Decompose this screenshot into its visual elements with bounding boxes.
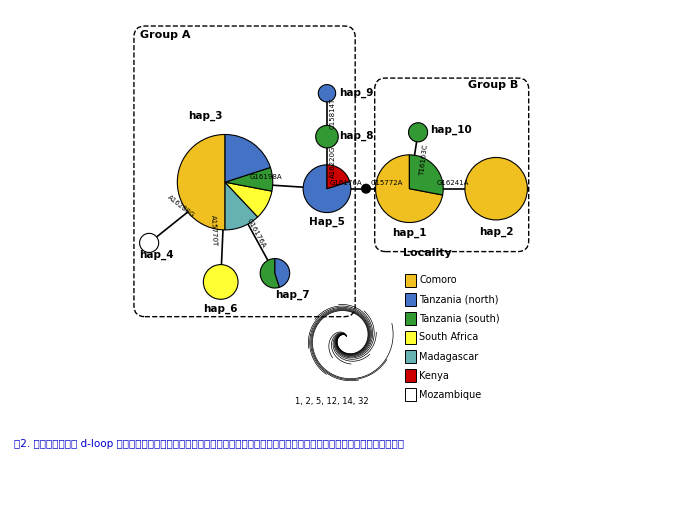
Wedge shape — [303, 165, 351, 213]
Text: T16163C: T16163C — [419, 144, 428, 176]
Bar — [405, 331, 416, 344]
Wedge shape — [318, 85, 335, 102]
Text: Mozambique: Mozambique — [419, 390, 482, 400]
Text: A15770T: A15770T — [210, 215, 218, 247]
Wedge shape — [225, 134, 270, 182]
Text: G16176A: G16176A — [329, 180, 362, 186]
Wedge shape — [139, 233, 159, 252]
Bar — [405, 369, 416, 382]
Text: hap_9: hap_9 — [339, 88, 373, 98]
Wedge shape — [225, 182, 258, 230]
Wedge shape — [260, 259, 279, 288]
Text: C15814T: C15814T — [330, 98, 335, 129]
Text: Tanzania (north): Tanzania (north) — [419, 294, 499, 304]
Wedge shape — [376, 155, 443, 223]
Text: hap_6: hap_6 — [204, 304, 238, 314]
Text: hap_3: hap_3 — [188, 111, 222, 122]
Text: hap_8: hap_8 — [339, 131, 374, 141]
Bar — [405, 388, 416, 402]
Text: 1, 2, 5, 12, 14, 32: 1, 2, 5, 12, 14, 32 — [295, 397, 368, 406]
Wedge shape — [203, 264, 238, 299]
Text: A16288G: A16288G — [166, 194, 195, 218]
Text: hap_1: hap_1 — [392, 227, 427, 238]
Text: hap_4: hap_4 — [139, 249, 174, 260]
Wedge shape — [327, 165, 350, 189]
Text: Hap_5: Hap_5 — [309, 217, 345, 227]
Wedge shape — [465, 158, 527, 220]
Text: A16220G: A16220G — [330, 145, 335, 178]
Text: G16176A: G16176A — [246, 217, 267, 249]
Wedge shape — [410, 155, 444, 195]
Text: Comoro: Comoro — [419, 275, 457, 285]
Text: hap_7: hap_7 — [275, 290, 310, 300]
Text: hap_2: hap_2 — [479, 226, 514, 236]
Text: G15772A: G15772A — [371, 180, 403, 186]
Bar — [405, 350, 416, 363]
Wedge shape — [316, 125, 338, 148]
Bar — [405, 312, 416, 325]
Text: Locality: Locality — [403, 248, 452, 258]
Text: South Africa: South Africa — [419, 333, 479, 342]
Wedge shape — [409, 123, 428, 142]
Text: G16198A: G16198A — [250, 174, 283, 180]
Wedge shape — [275, 259, 290, 287]
Wedge shape — [177, 134, 225, 230]
Text: G16241A: G16241A — [436, 180, 468, 186]
Text: Madagascar: Madagascar — [419, 352, 479, 361]
Wedge shape — [225, 182, 272, 217]
Bar — [405, 273, 416, 287]
Bar — [405, 293, 416, 306]
Text: 図2. ミトコンドリア d-loop 領域のハプロタイプネットワークツリー。青と緑で示されているのがタンザニア沿岸のシーラカンス。: 図2. ミトコンドリア d-loop 領域のハプロタイプネットワークツリー。青と… — [14, 439, 404, 449]
Circle shape — [362, 184, 370, 193]
Wedge shape — [225, 168, 273, 191]
Text: Tanzania (south): Tanzania (south) — [419, 313, 500, 323]
Text: hap_10: hap_10 — [430, 125, 472, 135]
Text: Group B: Group B — [468, 80, 518, 90]
Text: Group A: Group A — [141, 30, 191, 40]
Text: Kenya: Kenya — [419, 371, 449, 381]
